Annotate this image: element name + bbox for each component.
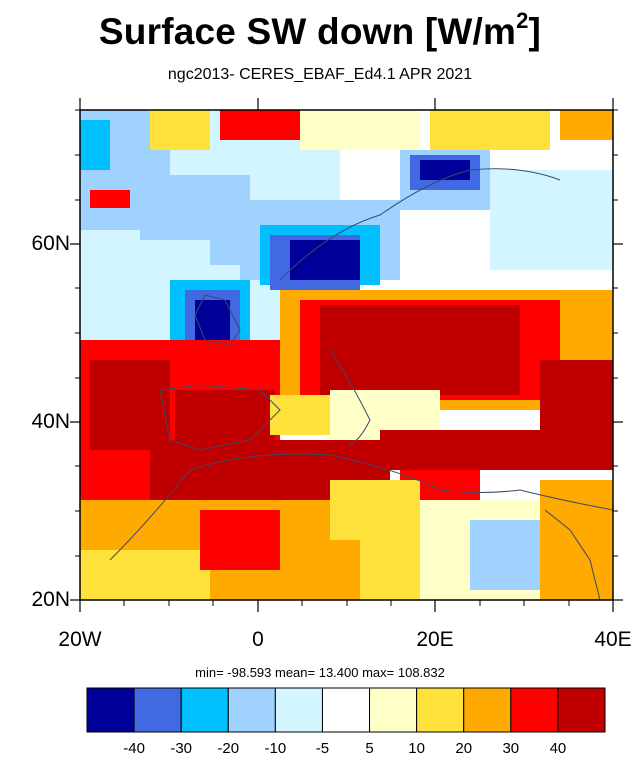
colorbar-swatch [321, 687, 371, 733]
colorbar-label: -20 [217, 740, 240, 757]
y-tick-label: 60N [31, 232, 70, 255]
colorbar-swatch [180, 687, 229, 733]
colorbar-label: -30 [170, 740, 193, 757]
colorbar-label: 10 [408, 740, 425, 757]
x-tick-label: 40E [594, 628, 632, 651]
y-ticks [70, 243, 623, 601]
colorbar-label: 20 [455, 740, 473, 757]
x-minor-ticks [123, 600, 570, 606]
figure-subtitle: ngc2013- CERES_EBAF_Ed4.1 APR 2021 [167, 66, 473, 83]
y-tick-label: 20N [31, 588, 70, 611]
colorbar-swatch [463, 687, 512, 733]
x-ticks [79, 98, 614, 612]
colorbar-swatch [86, 687, 135, 733]
colorbar-swatch [227, 687, 276, 733]
colorbar-swatch [510, 687, 559, 733]
colorbar-swatch [557, 687, 606, 733]
colorbar-swatch [133, 687, 182, 733]
colorbar-label: 40 [549, 740, 567, 757]
x-tick-label: 0 [252, 628, 264, 651]
y-minor-ticks [75, 109, 618, 557]
figure-title: Surface SW down [W/m2] [98, 8, 542, 52]
colorbar-swatch [274, 687, 323, 733]
y-tick-label: 40N [31, 410, 70, 433]
anomaly-field [80, 110, 613, 600]
colorbar-swatch [369, 687, 418, 733]
colorbar-label: -40 [123, 740, 145, 757]
x-tick-label: 20W [58, 628, 102, 651]
colorbar-label: 5 [365, 740, 374, 757]
colorbar-swatch [416, 687, 465, 733]
colorbar-label: -5 [315, 740, 330, 757]
stats-line: min= -98.593 mean= 13.400 max= 108.832 [195, 665, 445, 680]
colorbar [86, 687, 606, 733]
colorbar-label: -10 [264, 740, 287, 757]
colorbar-label: 30 [502, 740, 520, 757]
x-tick-label: 20E [416, 628, 454, 651]
